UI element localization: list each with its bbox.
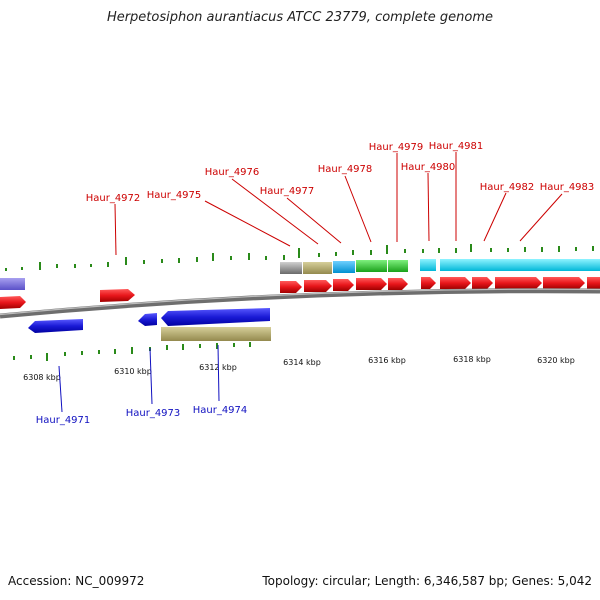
gene-forward: [421, 277, 436, 289]
axis-tick-label: 6320 kbp: [537, 356, 575, 365]
gene-forward: [440, 277, 471, 289]
gene-label-haur-4980[interactable]: Haur_4980: [401, 162, 456, 173]
gene-forward: [356, 278, 387, 290]
gene-forward: [0, 296, 26, 309]
forward-genes[interactable]: [0, 277, 600, 309]
gene-label-haur-4976[interactable]: Haur_4976: [205, 167, 260, 178]
gene-reverse: [138, 313, 157, 326]
axis-tick-label: 6316 kbp: [368, 356, 406, 365]
gene-label-haur-4978[interactable]: Haur_4978: [318, 164, 373, 175]
gene-forward: [280, 281, 302, 293]
gc-skew-lower: [13, 342, 251, 361]
category-block: [333, 261, 355, 273]
gene-label-haur-4973[interactable]: Haur_4973: [126, 408, 181, 419]
gene-forward: [100, 289, 135, 302]
gene-label-haur-4972[interactable]: Haur_4972: [86, 193, 141, 204]
category-block: [0, 278, 25, 290]
gene-label-haur-4979[interactable]: Haur_4979: [369, 142, 424, 153]
gene-forward: [333, 279, 354, 291]
gene-label-leaders: [58, 152, 563, 413]
gene-label-haur-4975[interactable]: Haur_4975: [147, 190, 202, 201]
genome-backbone: [0, 288, 600, 319]
category-block: [303, 262, 332, 274]
gene-label-haur-4974[interactable]: Haur_4974: [193, 405, 248, 416]
gene-forward: [472, 277, 493, 289]
gene-forward: [388, 278, 408, 290]
category-row-forward: [0, 259, 600, 290]
gene-reverse: [161, 308, 270, 326]
category-block: [420, 259, 436, 271]
gene-forward: [587, 277, 600, 289]
category-block: [356, 260, 387, 272]
gene-label-haur-4982[interactable]: Haur_4982: [480, 182, 535, 193]
gene-forward: [495, 277, 542, 289]
gc-skew-upper: [5, 244, 594, 271]
category-block: [280, 262, 302, 274]
axis-tick-label: 6314 kbp: [283, 358, 321, 367]
gene-label-haur-4977[interactable]: Haur_4977: [260, 186, 315, 197]
genome-summary-text: Topology: circular; Length: 6,346,587 bp…: [262, 574, 592, 588]
gene-forward: [543, 277, 585, 289]
axis-tick-label: 6310 kbp: [114, 367, 152, 376]
gene-label-haur-4981[interactable]: Haur_4981: [429, 141, 484, 152]
gene-forward: [304, 280, 332, 292]
category-block: [388, 260, 408, 272]
reverse-genes[interactable]: [28, 308, 270, 333]
gene-labels[interactable]: Haur_4971 Haur_4972 Haur_4973 Haur_4974 Haur…: [36, 141, 595, 426]
gene-label-haur-4971[interactable]: Haur_4971: [36, 415, 91, 426]
gene-reverse: [28, 319, 83, 333]
backbone-highlight: [0, 288, 600, 316]
category-block: [440, 259, 600, 271]
map-title: Herpetosiphon aurantiacus ATCC 23779, co…: [106, 10, 494, 25]
axis-tick-label: 6318 kbp: [453, 355, 491, 364]
axis-tick-label: 6308 kbp: [23, 373, 61, 382]
accession-text: Accession: NC_009972: [8, 574, 145, 588]
gene-label-haur-4983[interactable]: Haur_4983: [540, 182, 595, 193]
category-block-reverse: [161, 327, 271, 341]
